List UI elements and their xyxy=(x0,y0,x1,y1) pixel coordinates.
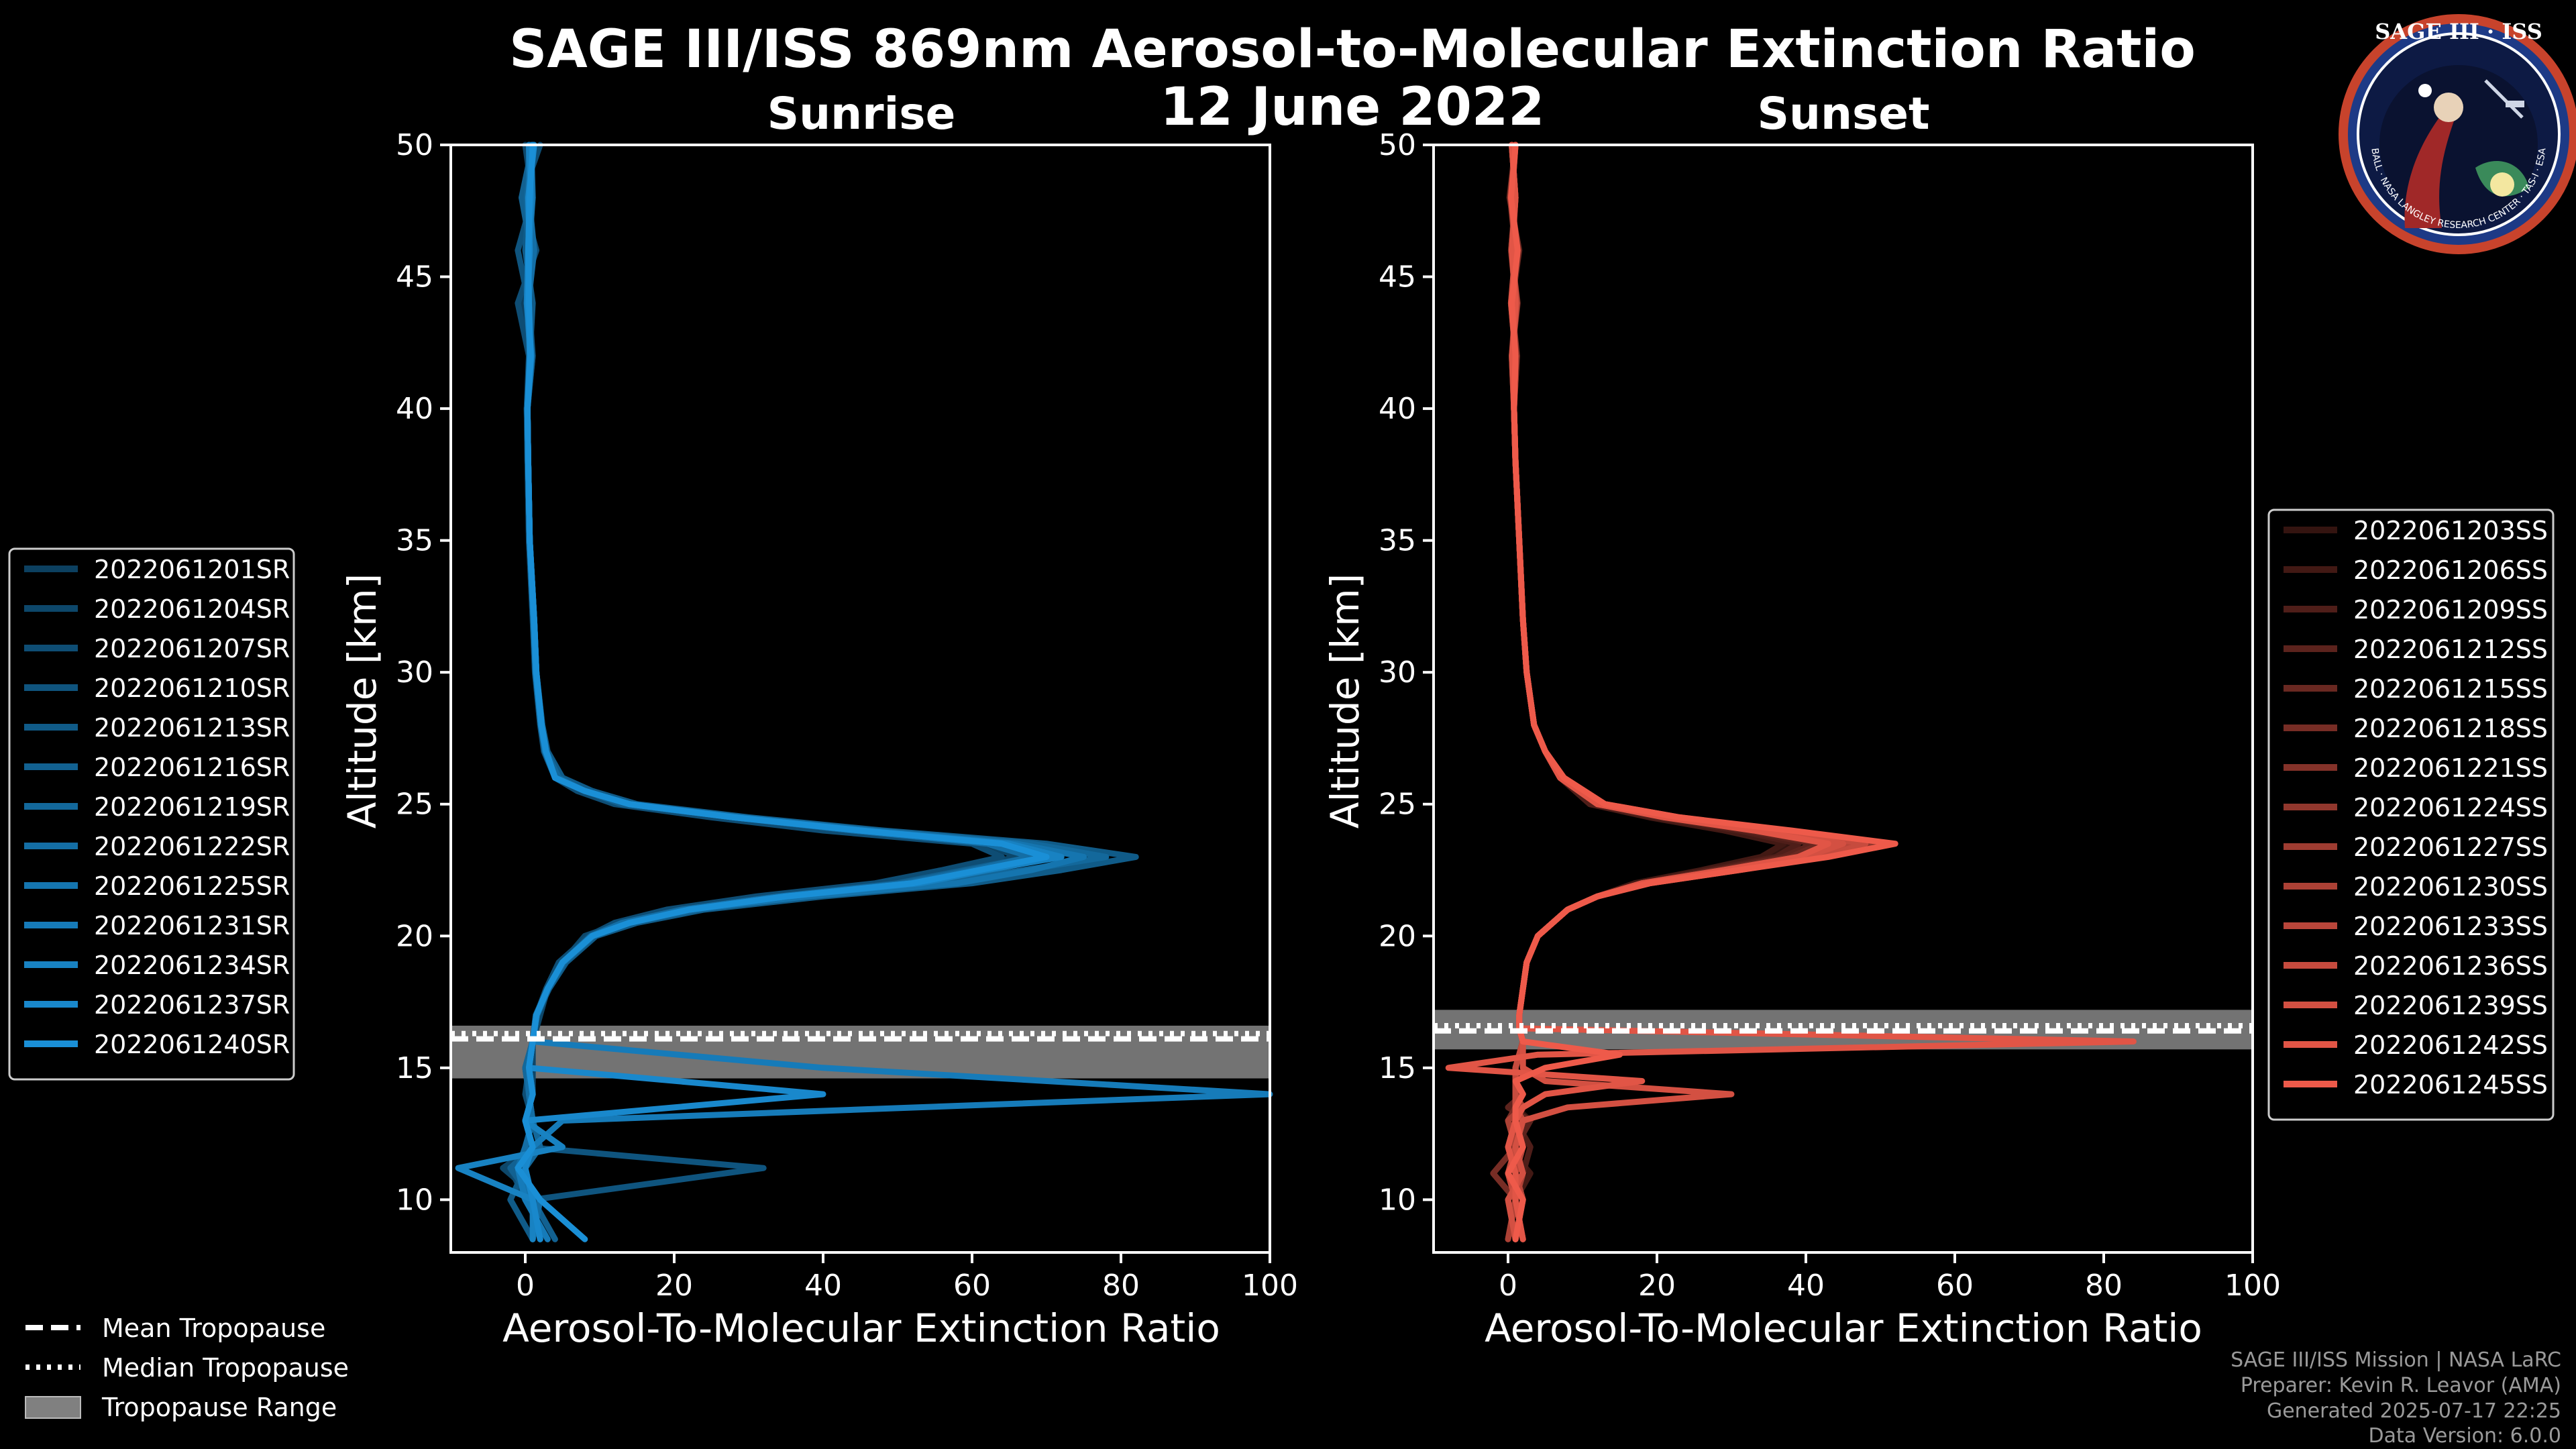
sunset-panel-title: Sunset xyxy=(1757,88,1929,140)
sunrise-y-tick-label: 10 xyxy=(396,1183,433,1217)
mean-tropopause-legend-label: Mean Tropopause xyxy=(102,1313,325,1343)
sunrise-legend-label-2022061222SR: 2022061222SR xyxy=(94,832,290,861)
sunrise-y-tick-label: 35 xyxy=(396,524,433,558)
sunset-legend-label-2022061203SS: 2022061203SS xyxy=(2353,516,2548,545)
sunrise-legend-label-2022061210SR: 2022061210SR xyxy=(94,674,290,703)
sunrise-x-ticks: 0 20 40 60 80 100 xyxy=(516,1252,1298,1303)
sunset-legend-frame xyxy=(2267,508,2555,1121)
figure-date: 12 June 2022 xyxy=(1161,77,1545,138)
credit-mission: SAGE III/ISS Mission | NASA LaRC xyxy=(2231,1348,2561,1372)
sunset-x-tick-label: 60 xyxy=(1936,1269,1974,1303)
sunset-x-tick-label: 20 xyxy=(1638,1269,1676,1303)
sunrise-legend-label-2022061237SR: 2022061237SR xyxy=(94,990,290,1020)
credits: SAGE III/ISS Mission | NASA LaRC Prepare… xyxy=(2231,1348,2561,1448)
sunset-legend-label-2022061218SS: 2022061218SS xyxy=(2353,714,2548,743)
sunrise-legend-label-2022061240SR: 2022061240SR xyxy=(94,1030,290,1059)
sunrise-y-tick-label: 30 xyxy=(396,655,433,690)
credit-data-version: Data Version: 6.0.0 xyxy=(2369,1424,2561,1448)
sage-iii-iss-logo: SAGE III · ISS BALL · NASA LANGLEY RESEA… xyxy=(2339,14,2576,254)
sunrise-legend-label-2022061234SR: 2022061234SR xyxy=(94,951,290,980)
sunrise-x-tick-label: 0 xyxy=(516,1269,535,1303)
sunset-x-tick-label: 80 xyxy=(2085,1269,2123,1303)
sunset-x-tick-label: 0 xyxy=(1499,1269,1517,1303)
sunset-y-tick-label: 35 xyxy=(1379,524,1416,558)
sunset-legend-label-2022061212SS: 2022061212SS xyxy=(2353,635,2548,664)
sunset-x-axis-label: Aerosol-To-Molecular Extinction Ratio xyxy=(1485,1305,2202,1351)
sunrise-legend-label-2022061216SR: 2022061216SR xyxy=(94,753,290,782)
sunset-x-tick-label: 100 xyxy=(2224,1269,2281,1303)
sunset-y-tick-label: 45 xyxy=(1379,260,1416,294)
sunset-y-tick-label: 25 xyxy=(1379,788,1416,822)
sunrise-y-axis-label: Altitude [km] xyxy=(339,574,385,828)
sunrise-x-axis-label: Aerosol-To-Molecular Extinction Ratio xyxy=(502,1305,1220,1351)
sunrise-legend-frame xyxy=(8,547,295,1081)
sunrise-axes-frame xyxy=(449,144,1271,1254)
sunrise-x-tick-label: 20 xyxy=(655,1269,693,1303)
sunset-y-tick-label: 15 xyxy=(1379,1051,1416,1085)
sunset-legend-label-2022061242SS: 2022061242SS xyxy=(2353,1030,2548,1060)
sunrise-legend-label-2022061201SR: 2022061201SR xyxy=(94,555,290,584)
sunset-legend-label-2022061227SS: 2022061227SS xyxy=(2353,833,2548,862)
sunset-legend-label-2022061236SS: 2022061236SS xyxy=(2353,951,2548,981)
sunrise-y-tick-label: 20 xyxy=(396,919,433,953)
sunset-legend-label-2022061224SS: 2022061224SS xyxy=(2353,793,2548,822)
sunset-y-axis-label: Altitude [km] xyxy=(1322,574,1368,828)
sunset-legend-label-2022061206SS: 2022061206SS xyxy=(2353,555,2548,585)
sunset-y-tick-label: 10 xyxy=(1379,1183,1416,1217)
sunset-legend-label-2022061245SS: 2022061245SS xyxy=(2353,1070,2548,1099)
sunset-legend-label-2022061230SS: 2022061230SS xyxy=(2353,872,2548,902)
sunset-y-tick-label: 30 xyxy=(1379,655,1416,690)
median-tropopause-legend-label: Median Tropopause xyxy=(102,1353,349,1383)
sunrise-legend-label-2022061207SR: 2022061207SR xyxy=(94,634,290,663)
sunset-profile-2022061245SS xyxy=(1505,142,1898,1242)
sunset-y-tick-label: 50 xyxy=(1379,128,1416,162)
sunrise-profile-2022061240SR xyxy=(515,142,1050,1242)
logo-text: SAGE III · ISS xyxy=(2375,19,2542,44)
tropopause-legend: Mean Tropopause Median Tropopause Tropop… xyxy=(25,1313,349,1422)
sunrise-panel-title: Sunrise xyxy=(767,88,956,140)
sunset-legend-label-2022061233SS: 2022061233SS xyxy=(2353,912,2548,941)
sunrise-y-tick-label: 45 xyxy=(396,260,433,294)
sunrise-y-tick-label: 25 xyxy=(396,788,433,822)
sunset-legend-label-2022061209SS: 2022061209SS xyxy=(2353,595,2548,625)
sunrise-y-tick-label: 40 xyxy=(396,392,433,426)
credit-generated: Generated 2025-07-17 22:25 xyxy=(2267,1399,2561,1423)
sunset-profile-lines xyxy=(1445,142,2137,1242)
sunrise-legend-label-2022061204SR: 2022061204SR xyxy=(94,594,290,624)
sunrise-x-tick-label: 80 xyxy=(1102,1269,1140,1303)
sunrise-legend-label-2022061231SR: 2022061231SR xyxy=(94,911,290,941)
sunrise-profile-lines xyxy=(455,142,1273,1242)
sunrise-legend-label-2022061225SR: 2022061225SR xyxy=(94,871,290,901)
sunrise-y-ticks: 10 15 20 25 30 35 40 45 50 xyxy=(396,128,451,1217)
sunrise-x-tick-label: 100 xyxy=(1242,1269,1298,1303)
sunset-legend-label-2022061221SS: 2022061221SS xyxy=(2353,753,2548,783)
sunset-y-ticks: 10 15 20 25 30 35 40 45 50 xyxy=(1379,128,1434,1217)
sunrise-y-tick-label: 15 xyxy=(396,1051,433,1085)
sunset-legend-label-2022061239SS: 2022061239SS xyxy=(2353,991,2548,1020)
sunrise-legend-label-2022061219SR: 2022061219SR xyxy=(94,792,290,822)
credit-preparer: Preparer: Kevin R. Leavor (AMA) xyxy=(2241,1374,2561,1397)
tropopause-range-legend-label: Tropopause Range xyxy=(101,1393,337,1422)
sunset-panel: 0 20 40 60 80 100 10 15 20 25 30 35 40 45 50 Aerosol-… xyxy=(1322,128,2281,1351)
sunset-x-tick-label: 40 xyxy=(1787,1269,1825,1303)
sunset-y-tick-label: 40 xyxy=(1379,392,1416,426)
figure-title: SAGE III/ISS 869nm Aerosol-to-Molecular … xyxy=(509,19,2196,80)
sunrise-legend: 2022061201SR 2022061204SR 2022061207SR 2022… xyxy=(8,547,295,1081)
sunset-legend: 2022061203SS 2022061206SS 2022061209SS 2022… xyxy=(2267,508,2555,1121)
sunrise-legend-label-2022061213SR: 2022061213SR xyxy=(94,713,290,743)
sunset-legend-label-2022061215SS: 2022061215SS xyxy=(2353,674,2548,704)
sunrise-x-tick-label: 40 xyxy=(804,1269,842,1303)
sunset-y-tick-label: 20 xyxy=(1379,919,1416,953)
sunrise-y-tick-label: 50 xyxy=(396,128,433,162)
sunset-axes-frame xyxy=(1432,144,2254,1254)
tropopause-range-legend-swatch xyxy=(25,1396,81,1419)
sunrise-x-tick-label: 60 xyxy=(953,1269,991,1303)
sunrise-panel: 0 20 40 60 80 100 10 15 20 25 30 35 40 45 50 Aerosol-… xyxy=(339,128,1298,1351)
sunset-x-ticks: 0 20 40 60 80 100 xyxy=(1499,1252,2281,1303)
